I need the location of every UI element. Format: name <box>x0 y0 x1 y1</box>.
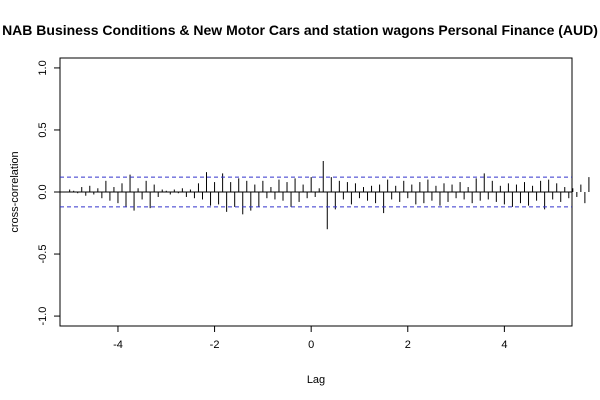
y-tick-label: 0.0 <box>37 184 49 199</box>
x-tick-label: 4 <box>501 339 507 351</box>
x-axis: -4 -2 0 2 4 <box>113 326 507 351</box>
x-axis-label: Lag <box>307 374 325 386</box>
x-tick-label: 2 <box>405 339 411 351</box>
y-tick-label: -1.0 <box>37 307 49 326</box>
x-tick-label: -2 <box>210 339 220 351</box>
stems-group <box>60 160 590 230</box>
y-axis: -1.0 -0.5 0.0 0.5 1.0 <box>37 60 60 326</box>
x-tick-label: -4 <box>113 339 123 351</box>
confidence-bands <box>60 176 572 208</box>
chart-title: NAB Business Conditions & New Motor Cars… <box>2 22 598 38</box>
y-tick-label: 1.0 <box>37 60 49 75</box>
x-tick-label: 0 <box>308 339 314 351</box>
y-tick-label: 0.5 <box>37 122 49 137</box>
y-axis-label: cross-correlation <box>9 151 21 232</box>
y-tick-label: -0.5 <box>37 245 49 264</box>
